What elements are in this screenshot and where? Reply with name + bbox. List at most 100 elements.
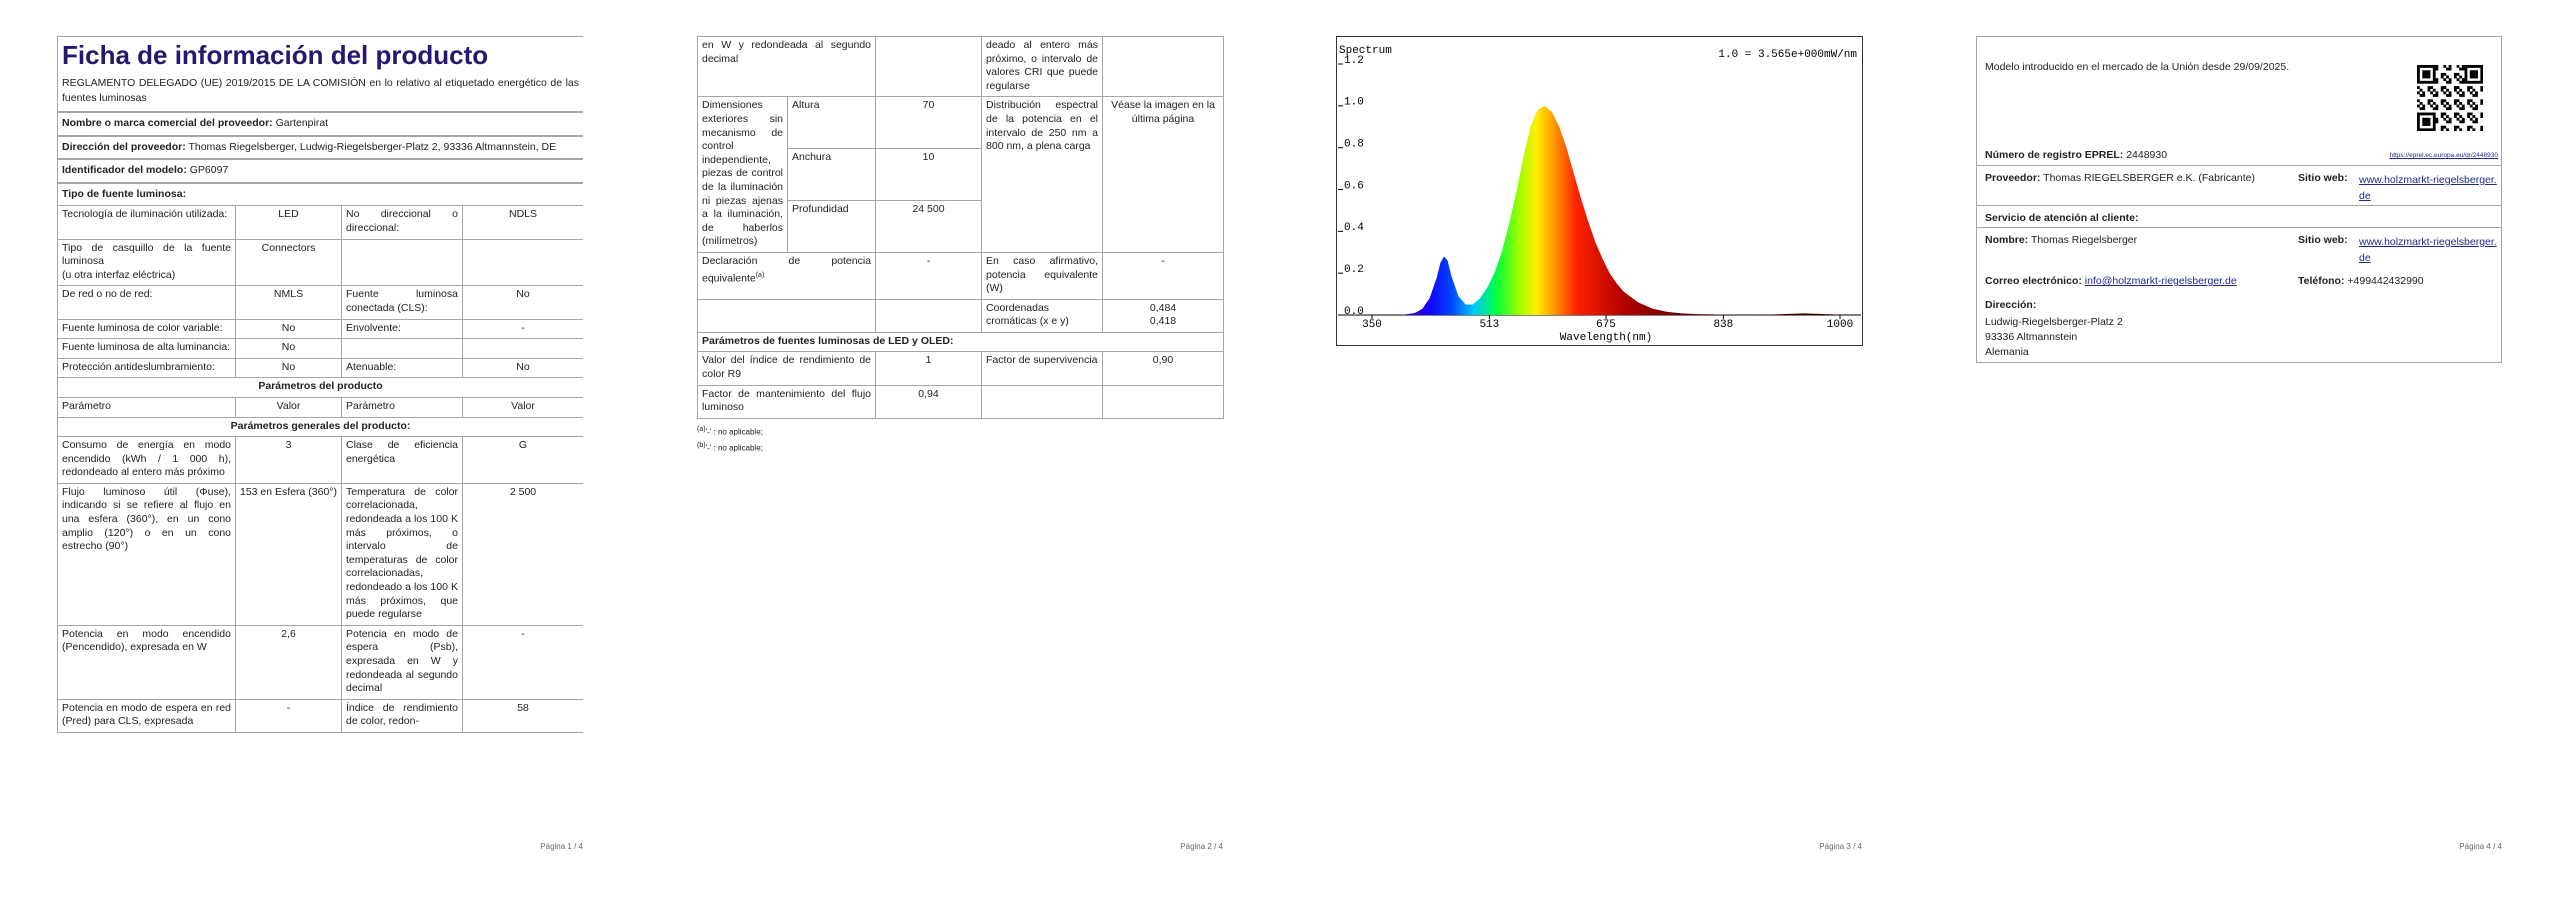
qr-module [2453, 125, 2457, 129]
qr-module [2417, 123, 2420, 126]
value-cell: 0,90 [1102, 351, 1225, 386]
label-cell: Envolvente: [341, 318, 463, 340]
qr-module [2453, 86, 2457, 89]
qr-module [2472, 107, 2476, 111]
field: Dirección del proveedor: Thomas Riegelsb… [57, 134, 583, 160]
qr-module [2417, 128, 2420, 131]
qr-module [2440, 86, 2444, 89]
page-footer: Página 2 / 4 [1180, 842, 1223, 851]
y-tick-label: 1.0 [1344, 97, 1364, 109]
qr-module [2432, 65, 2436, 68]
page: Modelo introducido en el mercado de la U… [1976, 36, 2502, 363]
qr-module [2427, 65, 2431, 68]
qr-module [2453, 88, 2457, 92]
qr-module [2427, 70, 2431, 74]
qr-module [2456, 86, 2460, 89]
qr-module [2422, 107, 2426, 111]
qr-module [2480, 86, 2483, 89]
row: Dimensiones exteriores sin mecanismo de … [697, 96, 1225, 253]
qr-module [2440, 112, 2444, 116]
qr-module [2432, 80, 2436, 84]
qr-module [2427, 72, 2431, 76]
qr-module [2435, 67, 2439, 71]
qr-module [2417, 125, 2420, 129]
qr-module [2417, 86, 2420, 89]
qr-module [2417, 117, 2420, 121]
annotation: 1.0 = 3.565e+000mW/nm [1718, 49, 1857, 61]
label: Correo electrónico: [1985, 275, 2082, 287]
qr-module [2422, 117, 2426, 121]
qr-module [2480, 115, 2483, 118]
qr-module [2459, 88, 2463, 92]
label-cell: De red o no de red: [57, 285, 236, 320]
value: Gartenpirat [275, 117, 329, 129]
value-cell: 70 [875, 96, 983, 150]
qr-module [2472, 94, 2476, 97]
qr-module [2469, 99, 2473, 103]
x-tick-label: 1000 [1827, 319, 1853, 331]
spectrum-area [1393, 105, 1840, 315]
eprel-link[interactable]: https://eprel.ec.europa.eu/qr/2448930 [2389, 152, 2498, 159]
qr-module [2480, 112, 2483, 116]
qr-module [2424, 117, 2428, 121]
qr-module [2440, 101, 2444, 105]
footnote-text: '-' : no aplicable; [705, 427, 763, 437]
value-cell: Valor [235, 396, 342, 418]
spectrum-chart: Spectrum 1.0 = 3.565e+000mW/nm Wavelengt… [1336, 36, 1863, 346]
value-cell: LED [235, 205, 342, 240]
qr-module [2480, 75, 2483, 79]
label-cell: Temperatura de color correlacionada, red… [341, 482, 463, 626]
qr-module [2435, 91, 2439, 95]
qr-module [2459, 101, 2463, 105]
qr-module [2435, 107, 2439, 111]
row: Anchura 10 [698, 148, 1224, 202]
qr-module [2424, 70, 2428, 74]
qr-module [2448, 65, 2452, 68]
page: en W y redondeada al segundo decimal dead… [696, 35, 1225, 454]
x-tick-label: 513 [1479, 319, 1499, 331]
website-link[interactable]: www.holzmarkt-riegelsberger.de [2359, 174, 2497, 202]
label-cell: En caso afirmativo, potencia equivalente… [981, 251, 1104, 300]
qr-module [2422, 75, 2426, 79]
value-cell: No [235, 338, 342, 359]
qr-module [2432, 117, 2436, 121]
value-cell: 10 [875, 148, 983, 202]
qr-module [2472, 120, 2476, 124]
qr-module [2448, 107, 2452, 111]
empty-cell [1102, 35, 1225, 98]
value: Thomas RIEGELSBERGER e.K. (Fabricante) [2043, 172, 2255, 184]
qr-module [2446, 88, 2449, 92]
qr-module [2443, 91, 2447, 95]
qr-module [2446, 67, 2449, 71]
qr-module [2446, 107, 2449, 111]
field: Nombre o marca comercial del proveedor: … [57, 111, 583, 137]
cell: Parámetros de fuentes luminosas de LED y… [696, 331, 1225, 353]
separator [1977, 227, 2502, 228]
qr-module [2427, 75, 2431, 79]
qr-module [2417, 112, 2420, 116]
qr-module [2430, 104, 2434, 108]
row: Identificador del modelo: GP6097 [57, 158, 583, 184]
qr-module [2427, 117, 2431, 121]
qr-module [2417, 104, 2420, 108]
qr-module [2453, 101, 2457, 105]
qr-module [2469, 125, 2473, 129]
value-cell: No [461, 285, 583, 320]
row: Fuente luminosa de alta luminancia: No [57, 338, 583, 359]
qr-module [2417, 75, 2420, 79]
x-axis-label: Wavelength(nm) [1560, 332, 1652, 344]
footnote-text: '-' : no aplicable; [705, 443, 763, 453]
page-footer: Página 4 / 4 [2459, 842, 2502, 851]
qr-module [2448, 120, 2452, 124]
x-tick-label: 838 [1713, 319, 1733, 331]
qr-module [2427, 88, 2431, 92]
section-heading: Servicio de atención al cliente: [1985, 212, 2139, 224]
website-link[interactable]: www.holzmarkt-riegelsberger.de [2359, 236, 2497, 264]
qr-module [2430, 65, 2434, 68]
email-link[interactable]: info@holzmarkt-riegelsberger.de [2084, 275, 2237, 287]
qr-module [2480, 65, 2483, 68]
qr-module [2435, 65, 2439, 68]
value: Thomas Riegelsberger [2030, 234, 2138, 246]
qr-module [2475, 94, 2478, 97]
qr-module [2443, 72, 2447, 76]
